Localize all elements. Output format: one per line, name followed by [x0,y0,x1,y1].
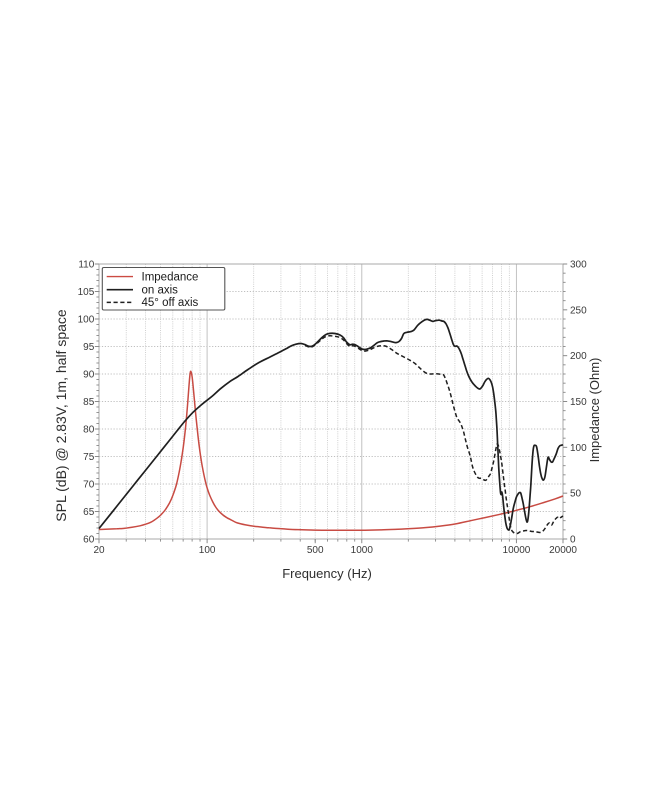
svg-text:500: 500 [307,545,324,556]
svg-text:1000: 1000 [351,545,374,556]
svg-text:10000: 10000 [503,545,531,556]
svg-text:20000: 20000 [549,545,577,556]
svg-text:110: 110 [78,260,94,271]
svg-text:Frequency (Hz): Frequency (Hz) [282,566,372,581]
svg-text:105: 105 [78,287,95,298]
svg-text:on axis: on axis [142,284,179,296]
svg-text:70: 70 [83,480,95,491]
svg-text:90: 90 [83,370,95,381]
svg-text:60: 60 [83,535,95,546]
svg-text:75: 75 [83,452,95,463]
svg-text:85: 85 [83,397,95,408]
svg-text:65: 65 [83,507,95,518]
svg-text:100: 100 [78,315,95,326]
svg-text:Impedance: Impedance [142,271,199,283]
svg-text:250: 250 [570,305,587,316]
svg-text:150: 150 [570,397,587,408]
svg-text:Impedance (Ohm): Impedance (Ohm) [587,358,602,463]
svg-text:50: 50 [570,489,582,500]
svg-text:95: 95 [83,342,95,353]
svg-text:200: 200 [570,351,587,362]
svg-text:100: 100 [199,545,216,556]
svg-text:45° off axis: 45° off axis [142,297,199,309]
svg-text:100: 100 [570,443,587,454]
svg-text:0: 0 [570,535,576,546]
svg-text:80: 80 [83,425,95,436]
svg-text:20: 20 [93,545,105,556]
svg-text:SPL (dB) @ 2.83V, 1m, half spa: SPL (dB) @ 2.83V, 1m, half space [53,309,69,522]
svg-text:300: 300 [570,260,587,271]
